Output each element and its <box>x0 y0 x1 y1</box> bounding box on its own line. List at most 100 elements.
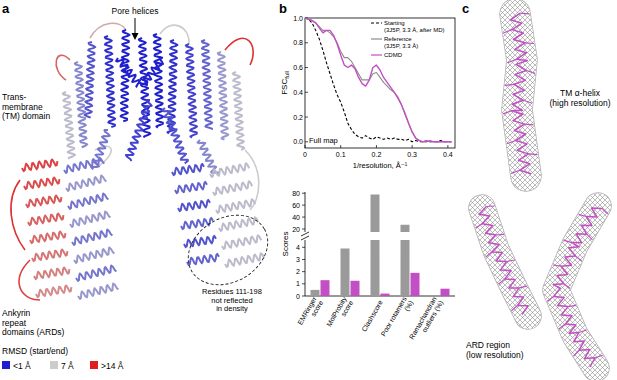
text-line: 0.2 <box>372 151 382 158</box>
y-axis <box>305 192 306 232</box>
text-line: Pore helices <box>112 6 159 16</box>
y-tick-label: 0.4 <box>293 89 303 96</box>
atomic-model <box>510 13 531 174</box>
text-line: RMSD (start/end) <box>2 346 68 356</box>
loop <box>225 38 253 65</box>
helix <box>63 92 75 159</box>
panel-label: a <box>2 1 10 16</box>
text-line: 3 <box>296 256 300 263</box>
y-tick-label: 0.8 <box>293 39 303 46</box>
text-line: FSC <box>280 79 289 95</box>
helix <box>30 232 65 244</box>
helix <box>219 217 258 231</box>
helix <box>22 160 57 172</box>
x-tick-label: Ramachandranoutliers (%) <box>408 295 445 344</box>
arrow-head <box>132 33 139 40</box>
text-line: Reference <box>384 36 412 42</box>
y-axis-title: Scores <box>281 232 290 257</box>
loop <box>11 180 25 250</box>
y-tick-label: 0.6 <box>293 64 303 71</box>
side-chains <box>476 206 528 311</box>
text-line: 2 <box>296 268 300 275</box>
y-tick <box>302 296 305 297</box>
y-axis-title: FSCfull <box>280 71 290 95</box>
bars <box>311 194 450 296</box>
helix <box>105 36 115 127</box>
helix <box>213 181 252 195</box>
density-outline <box>556 206 598 368</box>
x-tick-label: 0.4 <box>443 151 453 158</box>
density-fill <box>556 206 598 368</box>
loop <box>160 25 189 44</box>
x-axis-title: 1/resolution, Å⁻¹ <box>353 161 408 170</box>
helix <box>210 163 249 177</box>
legend-swatch <box>90 361 98 369</box>
helix <box>64 158 104 173</box>
y-tick-label: 2 <box>296 268 300 275</box>
helix <box>75 62 88 147</box>
annotation: Residues 111-198not reflectedin density <box>202 287 262 313</box>
lines <box>305 18 451 142</box>
loop <box>90 23 126 38</box>
helix <box>181 218 213 229</box>
y-tick-label: 0.2 <box>293 114 303 121</box>
y-tick <box>302 229 305 230</box>
panel-label: c <box>462 1 469 16</box>
density-mesh <box>556 206 598 368</box>
helix <box>222 235 261 249</box>
panel-label: b <box>279 1 287 16</box>
text-line: <1 Å <box>13 361 31 371</box>
atomic-model <box>479 207 528 315</box>
text-line: 4 <box>296 244 300 251</box>
y-tick-label: 80 <box>292 190 300 197</box>
helix <box>34 268 69 280</box>
helix <box>70 212 110 227</box>
text-line: Scores <box>281 232 290 257</box>
text-line: 0.3 <box>407 151 417 158</box>
helix <box>218 52 229 140</box>
atomic-model <box>553 208 602 367</box>
helix <box>178 200 210 211</box>
x-tick-label: Clashscore <box>360 299 384 333</box>
helix <box>66 176 106 191</box>
y-tick <box>305 67 308 68</box>
x-tick-label: 0 <box>303 151 307 158</box>
text-line: domains (ARDs) <box>2 327 65 337</box>
bar <box>411 273 420 296</box>
legend-label: 7 Å <box>61 361 74 371</box>
annotation: Full map <box>309 136 338 145</box>
side-chains <box>547 208 608 357</box>
legend-label: >14 Å <box>101 361 124 371</box>
text-line: Starting <box>384 20 405 26</box>
y-tick-label: 20 <box>292 226 300 233</box>
text-line: (3J5P, 3.3 Å) <box>384 43 418 49</box>
x-tick <box>447 145 448 148</box>
legend-label: Reference(3J5P, 3.3 Å) <box>384 36 418 49</box>
text-line: 0.4 <box>443 151 453 158</box>
annotation: ARD region(low resolution) <box>466 340 524 360</box>
text-line: 0 <box>296 293 300 300</box>
text-line: repeat <box>2 318 27 328</box>
x-tick-label: MolProbityscore <box>325 295 354 331</box>
text-line: Clashscore <box>360 299 384 333</box>
text-line: 0.4 <box>293 89 303 96</box>
legend-title: RMSD (start/end) <box>2 346 68 356</box>
y-axis <box>305 240 306 296</box>
legend-label: CDMD <box>384 52 403 58</box>
y-tick <box>305 141 308 142</box>
text-line: >14 Å <box>101 361 124 371</box>
text-line: 0.8 <box>293 39 303 46</box>
bar <box>321 280 330 296</box>
helix <box>28 214 63 226</box>
helix <box>72 230 112 245</box>
text-line: membrane <box>2 102 43 112</box>
series-line <box>305 18 451 142</box>
text-line: score <box>340 299 355 317</box>
y-tick-label: 1.0 <box>293 15 303 22</box>
y-tick-label: 0 <box>296 293 300 300</box>
y-tick <box>302 217 305 218</box>
legend-swatch <box>50 361 58 369</box>
text-line: 0 <box>303 151 307 158</box>
helix <box>36 286 71 298</box>
helix <box>175 182 207 193</box>
